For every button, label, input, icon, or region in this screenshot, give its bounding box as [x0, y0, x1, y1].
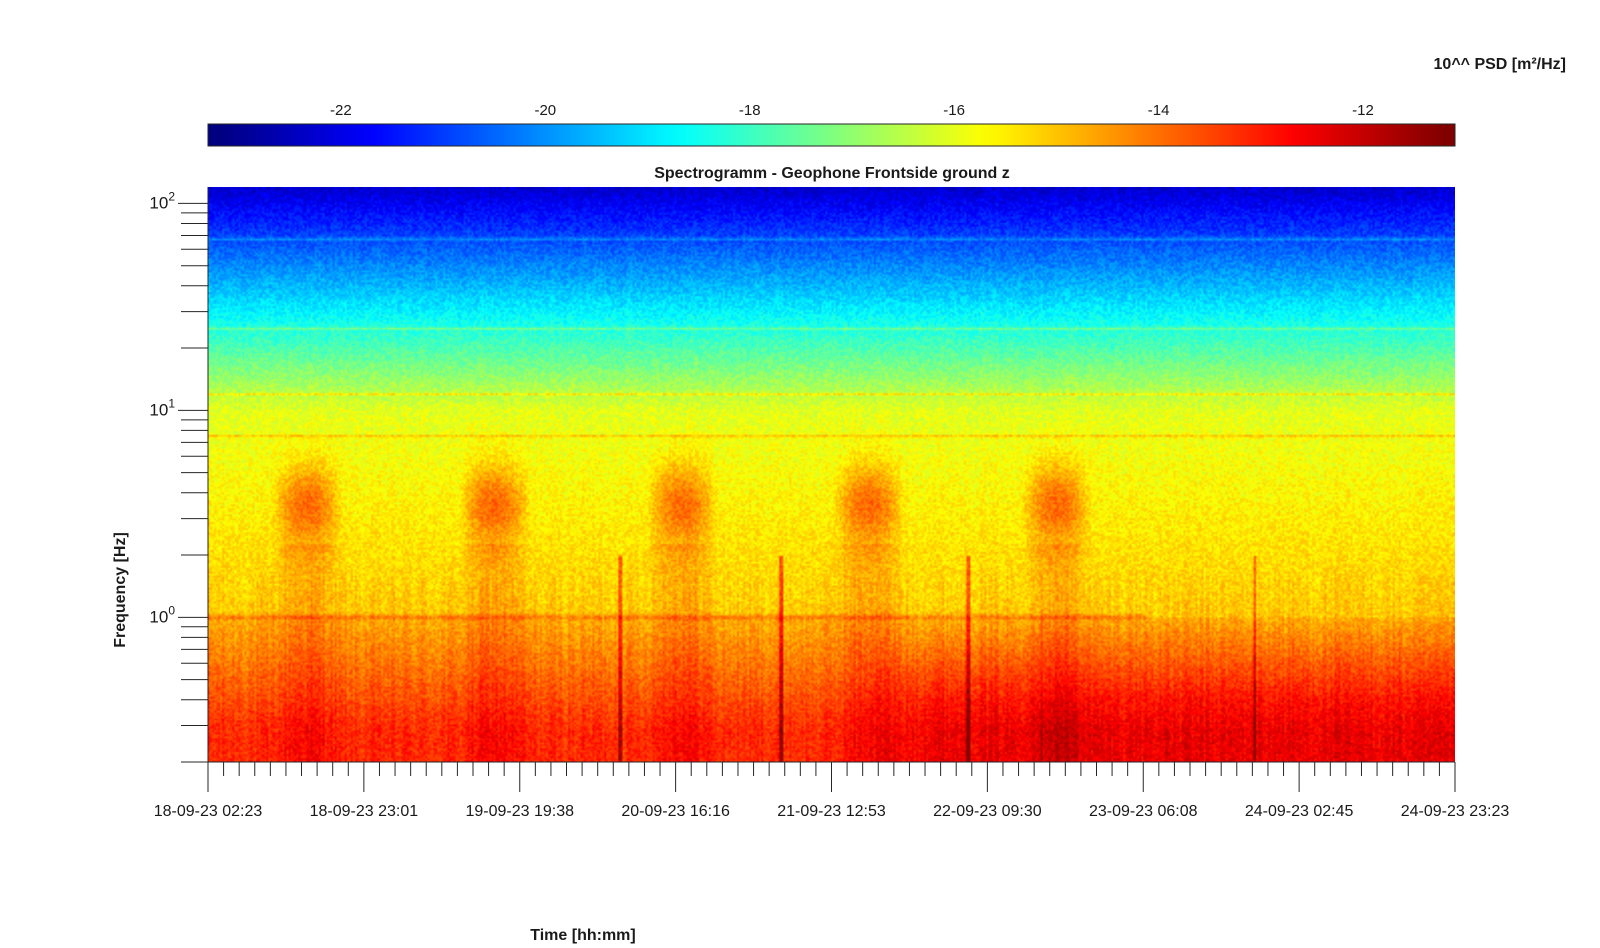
y-tick-label: 101	[149, 396, 175, 419]
x-tick-label: 24-09-23 23:23	[1401, 803, 1510, 820]
spectrogram-heatmap	[208, 187, 1455, 762]
x-tick-label: 22-09-23 09:30	[933, 803, 1042, 820]
colorbar-gradient	[208, 124, 1455, 146]
x-tick-label: 19-09-23 19:38	[465, 803, 574, 820]
colorbar-tick-label: -22	[330, 102, 352, 119]
x-axis-label: Time [hh:mm]	[530, 927, 635, 944]
colorbar-ticks: -22 -20 -18 -16 -14 -12	[330, 102, 1374, 131]
x-tick-label: 23-09-23 06:08	[1089, 803, 1198, 820]
colorbar-tick-label: -14	[1148, 102, 1170, 119]
y-axis-ticks: 100 101 102	[149, 189, 208, 763]
y-tick-label: 102	[149, 189, 175, 212]
x-axis-ticks: 18-09-23 02:23 18-09-23 23:01 19-09-23 19:…	[154, 762, 1510, 820]
colorbar-tick-label: -16	[943, 102, 965, 119]
colorbar-tick-label: -20	[534, 102, 556, 119]
chart-title: Spectrogramm - Geophone Frontside ground…	[654, 165, 1010, 182]
x-tick-label: 18-09-23 02:23	[154, 803, 263, 820]
colorbar-frame	[207, 123, 1456, 147]
x-tick-label: 18-09-23 23:01	[310, 803, 419, 820]
x-tick-label: 20-09-23 16:16	[621, 803, 730, 820]
colorbar-tick-label: -12	[1352, 102, 1374, 119]
y-axis-label: Frequency [Hz]	[112, 532, 129, 648]
x-tick-label: 21-09-23 12:53	[777, 803, 886, 820]
colorbar-tick-label: -18	[739, 102, 761, 119]
y-tick-label: 100	[149, 603, 175, 626]
x-tick-label: 24-09-23 02:45	[1245, 803, 1354, 820]
colorbar-label: 10^^ PSD [m²/Hz]	[1434, 56, 1566, 73]
